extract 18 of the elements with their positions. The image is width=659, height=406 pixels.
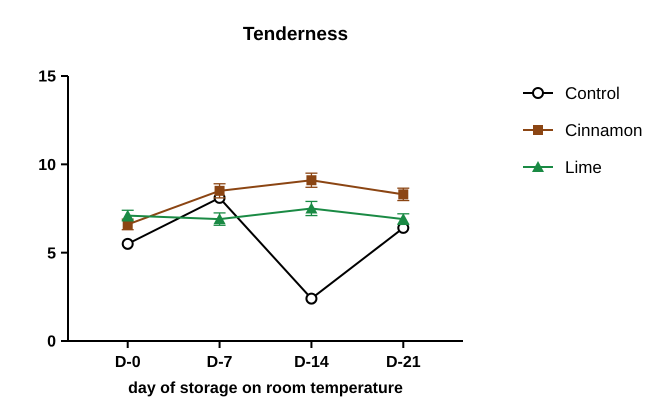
y-tick-label: 15: [38, 68, 56, 86]
chart-title: Tenderness: [242, 24, 348, 45]
y-tick-label: 10: [38, 156, 56, 174]
x-axis-title: day of storage on room temperature: [128, 380, 403, 397]
point: [305, 202, 318, 214]
y-tick-label: 0: [47, 334, 56, 351]
point: [305, 292, 318, 305]
y-tick-label: 5: [47, 245, 56, 262]
x-tick-label: D-0: [114, 354, 141, 371]
x-tick-label: D-21: [386, 354, 421, 371]
x-tick-label: D-14: [294, 354, 329, 371]
legend-label: Lime: [565, 158, 602, 177]
point: [306, 175, 316, 186]
legend-label: Cinnamon: [565, 120, 642, 140]
point: [214, 186, 225, 196]
x-tick-label: D-7: [206, 354, 233, 371]
legend-label: Control: [565, 84, 620, 103]
point: [122, 238, 134, 250]
